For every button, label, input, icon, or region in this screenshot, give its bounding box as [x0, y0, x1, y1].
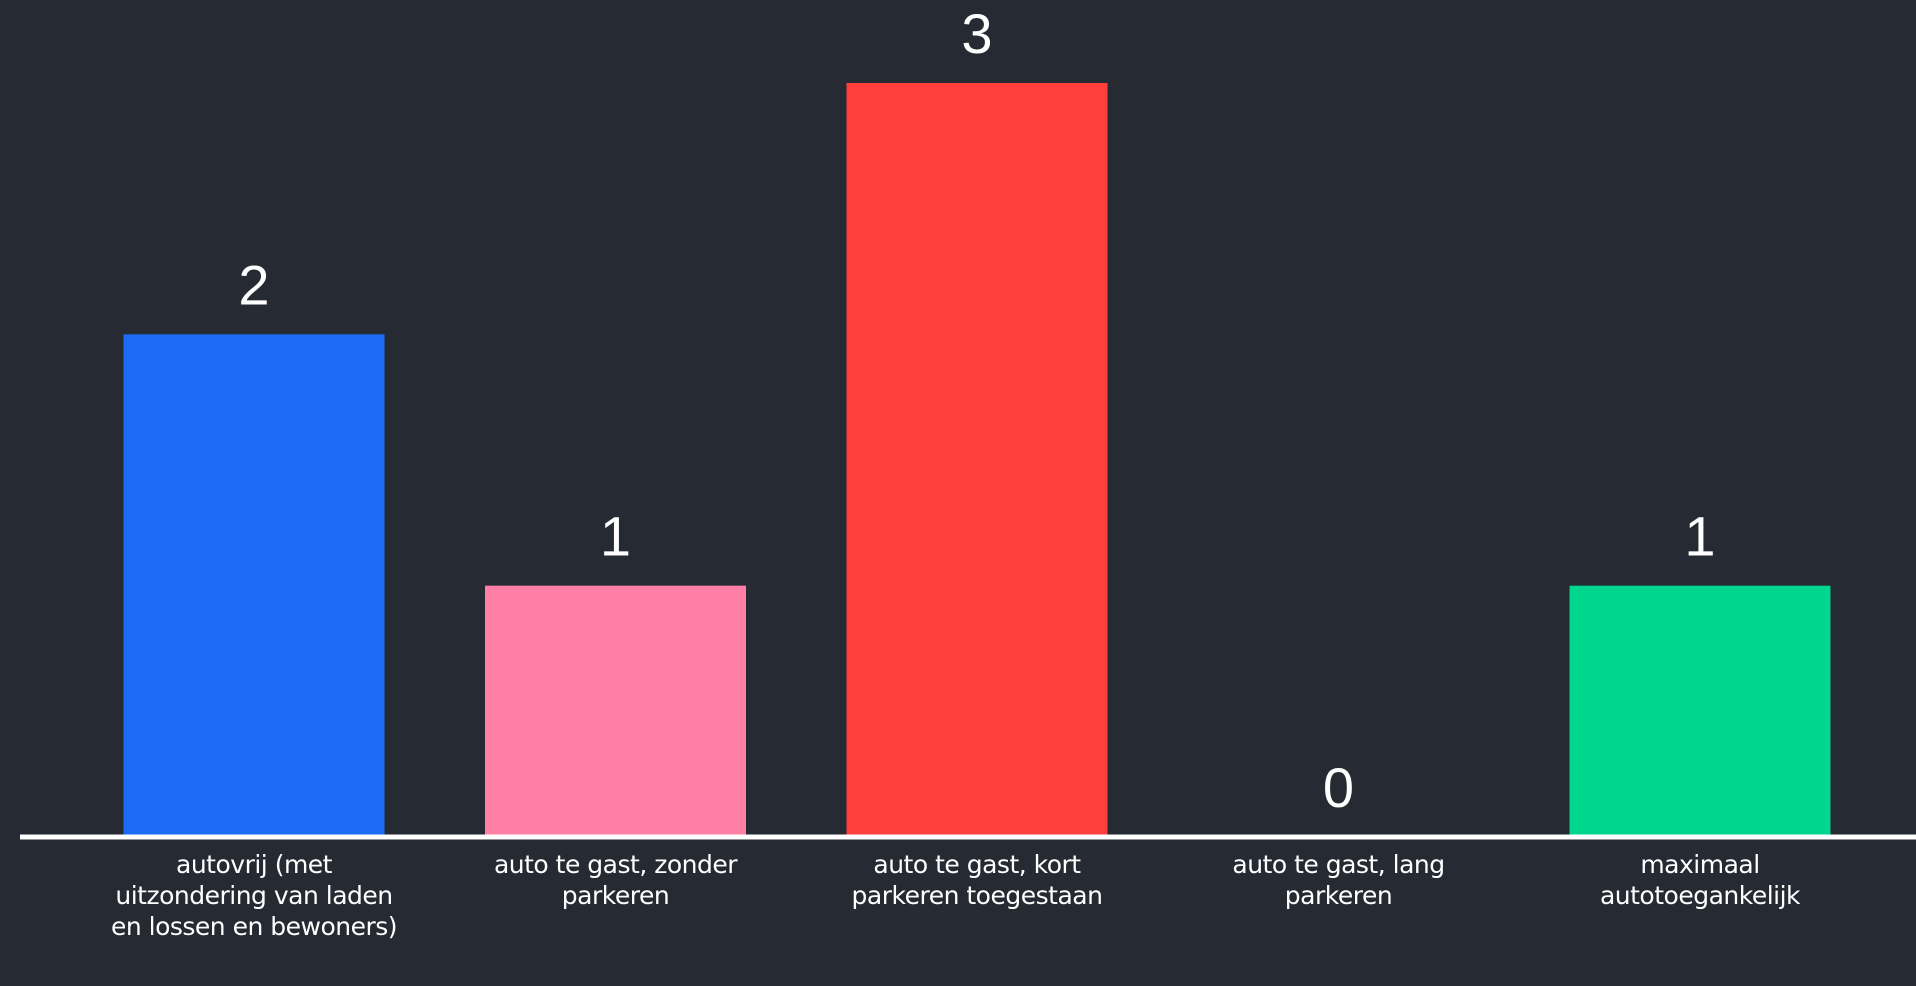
bar — [846, 83, 1108, 837]
category-label: autovrij (met uitzondering van laden en … — [110, 850, 398, 941]
bar-value-label: 1 — [1684, 505, 1715, 568]
bar — [123, 334, 385, 837]
bar-value-label: 3 — [961, 2, 992, 65]
category-label: auto te gast, zonder parkeren — [493, 850, 738, 910]
category-label: maximaal autotoegankelijk — [1599, 850, 1801, 910]
bar-value-label: 2 — [238, 253, 269, 316]
bar — [1569, 585, 1831, 837]
category-label: auto te gast, kort parkeren toegestaan — [851, 850, 1103, 910]
category-label: auto te gast, lang parkeren — [1232, 850, 1445, 910]
bar — [485, 585, 746, 837]
bar-value-label: 0 — [1323, 756, 1354, 819]
bar-value-label: 1 — [600, 505, 631, 568]
